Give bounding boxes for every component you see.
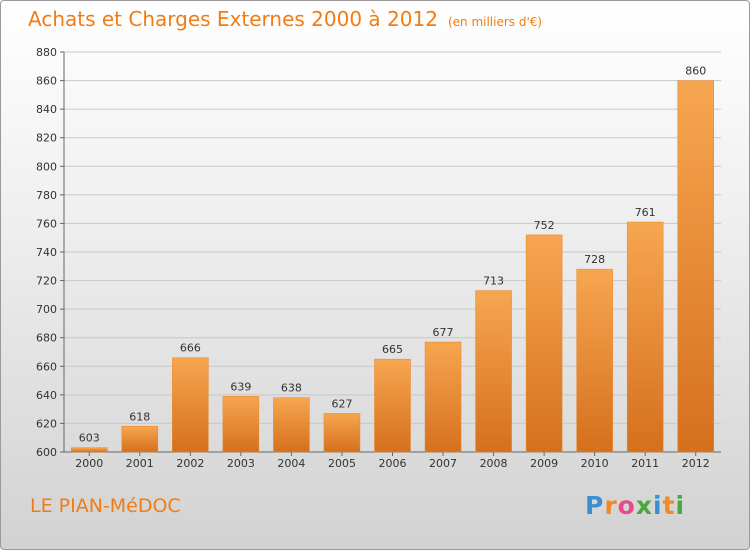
logo-letter: r: [604, 491, 618, 520]
data-label: 728: [584, 253, 605, 266]
logo-letter: P: [585, 491, 605, 520]
bar-2007: [424, 341, 462, 453]
x-tick-label: 2001: [126, 457, 154, 470]
y-tick-label: 620: [36, 417, 57, 430]
x-tick-label: 2010: [581, 457, 609, 470]
bars: [71, 80, 714, 453]
y-tick-label: 780: [36, 189, 57, 202]
commune-name: LE PIAN-MéDOC: [30, 495, 181, 517]
x-tick-label: 2003: [227, 457, 255, 470]
title-text: Achats et Charges Externes 2000 à 2012: [28, 7, 438, 31]
y-tick-label: 660: [36, 360, 57, 373]
data-label: 761: [635, 206, 656, 219]
y-tick-label: 820: [36, 132, 57, 145]
bar-2005: [323, 413, 361, 453]
logo-letter: o: [617, 491, 636, 520]
data-label: 665: [382, 343, 403, 356]
x-tick-label: 2011: [631, 457, 659, 470]
logo-letter: t: [662, 491, 676, 520]
y-tick-label: 840: [36, 103, 57, 116]
data-labels: 603 618 666 639 638 627 665 677 713 752 728 761 860: [79, 65, 706, 445]
chart-title: Achats et Charges Externes 2000 à 2012 (e…: [28, 7, 542, 31]
bar-2000: [71, 447, 108, 453]
y-tick-label: 860: [36, 75, 57, 88]
y-tick-label: 740: [36, 246, 57, 259]
bar-2004: [273, 397, 310, 453]
bar-2002: [172, 357, 209, 453]
y-tick-label: 720: [36, 275, 57, 288]
data-label: 666: [180, 342, 201, 355]
logo-letter: x: [635, 491, 653, 520]
bar-2001: [121, 426, 159, 453]
bar-2012: [677, 80, 714, 453]
x-tick-label: 2007: [429, 457, 457, 470]
y-tick-label: 880: [36, 46, 57, 59]
bar-2010: [576, 268, 613, 453]
data-label: 639: [230, 380, 251, 393]
logo-letter: i: [653, 491, 663, 520]
bar-2008: [475, 290, 512, 453]
data-label: 677: [433, 326, 454, 339]
x-tick-label: 2009: [530, 457, 558, 470]
bar-2011: [626, 221, 664, 453]
proxiti-logo[interactable]: Proxiti: [585, 491, 685, 520]
data-label: 627: [331, 397, 352, 410]
x-tick-label: 2004: [277, 457, 305, 470]
x-tick-label: 2002: [176, 457, 204, 470]
y-tick-label: 760: [36, 217, 57, 230]
data-label: 638: [281, 382, 302, 395]
data-label: 618: [129, 410, 150, 423]
y-tick-label: 640: [36, 389, 57, 402]
y-tick-label: 680: [36, 332, 57, 345]
x-tick-label: 2000: [75, 457, 103, 470]
bar-2003: [222, 396, 260, 453]
data-label: 603: [79, 432, 100, 445]
bar-2009: [525, 234, 563, 453]
x-tick-label: 2008: [480, 457, 508, 470]
y-tick-label: 800: [36, 160, 57, 173]
data-label: 860: [685, 65, 706, 78]
unit-label: (en milliers d'€): [447, 15, 543, 29]
y-tick-label: 700: [36, 303, 57, 316]
x-tick-label: 2005: [328, 457, 356, 470]
bar-2006: [374, 358, 411, 453]
x-tick-label: 2006: [379, 457, 407, 470]
x-tick-label: 2012: [682, 457, 710, 470]
data-label: 713: [483, 275, 504, 288]
y-tick-label: 600: [36, 446, 57, 459]
data-label: 752: [534, 219, 555, 232]
logo-letter: i: [675, 491, 686, 520]
